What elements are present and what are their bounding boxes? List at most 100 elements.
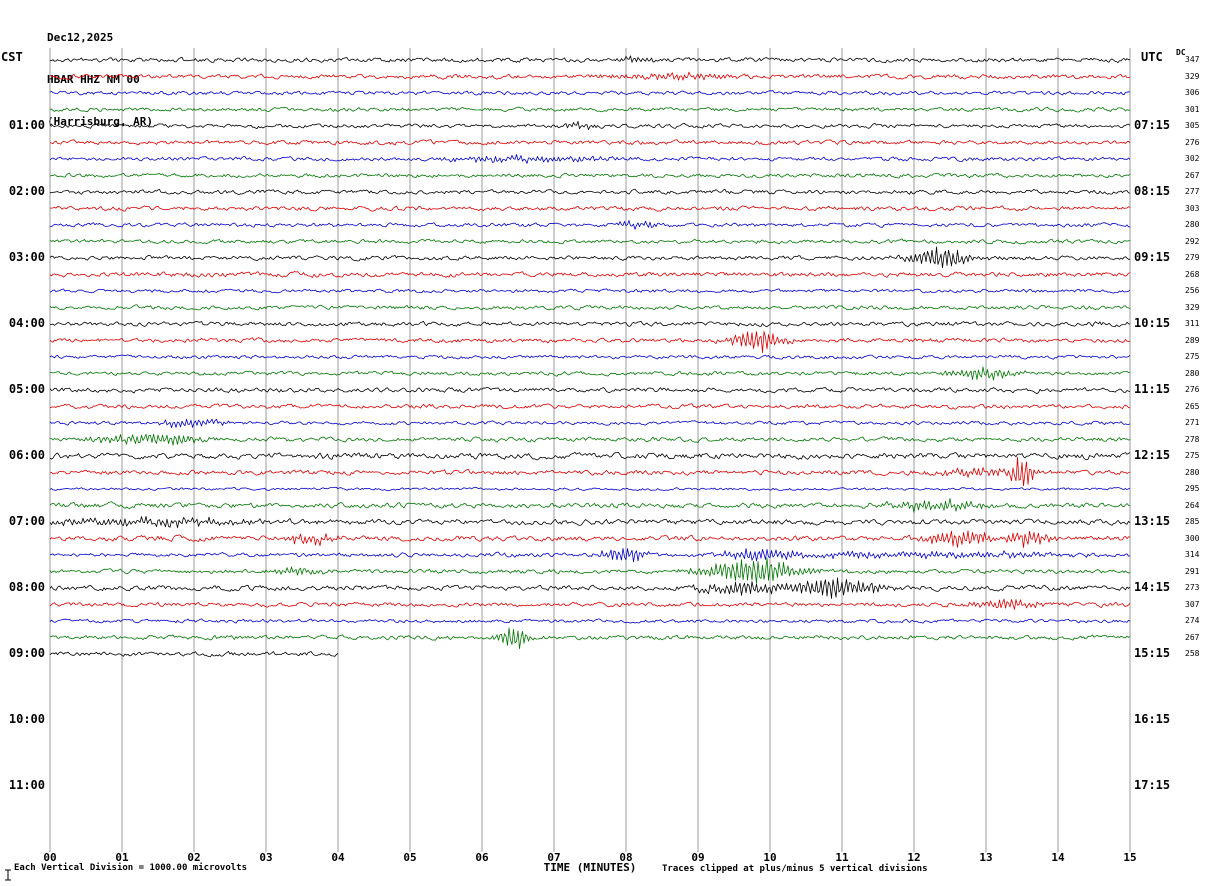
hour-label-cst-05:00: 05:00 xyxy=(8,382,45,396)
hour-label-cst-10:00: 10:00 xyxy=(8,712,45,726)
dc-value-row-10: 280 xyxy=(1185,220,1200,229)
seismo-trace-row-3 xyxy=(49,106,1130,113)
dc-value-row-35: 267 xyxy=(1185,632,1200,642)
x-tick-label-04: 04 xyxy=(331,851,345,864)
seismo-trace-row-11 xyxy=(49,238,1131,245)
seismo-trace-row-12 xyxy=(49,246,1130,269)
seismo-trace-row-21 xyxy=(49,403,1131,410)
hour-label-utc-09:15: 09:15 xyxy=(1134,250,1171,264)
seismo-trace-row-4 xyxy=(49,121,1131,130)
dc-value-row-2: 306 xyxy=(1185,88,1200,97)
hour-label-cst-02:00: 02:00 xyxy=(8,184,45,198)
seismo-trace-row-6 xyxy=(49,154,1131,164)
x-tick-label-00: 00 xyxy=(43,851,57,864)
dc-value-row-26: 295 xyxy=(1185,484,1200,493)
dc-value-row-23: 278 xyxy=(1185,434,1200,444)
seismo-trace-row-24 xyxy=(49,452,1131,461)
x-tick-label-02: 02 xyxy=(187,851,201,864)
x-tick-label-15: 15 xyxy=(1123,851,1137,864)
seismo-trace-row-25 xyxy=(49,457,1131,487)
seismo-trace-row-1 xyxy=(49,71,1130,81)
x-tick-label-11: 11 xyxy=(835,851,849,864)
dc-value-row-31: 291 xyxy=(1185,566,1200,576)
dc-value-row-36: 258 xyxy=(1185,649,1200,658)
seismo-trace-row-10 xyxy=(49,220,1131,230)
dc-value-row-30: 314 xyxy=(1185,550,1200,559)
dc-value-row-22: 271 xyxy=(1185,418,1200,427)
dc-value-row-20: 276 xyxy=(1185,385,1200,394)
hour-label-utc-16:15: 16:15 xyxy=(1134,712,1171,726)
x-tick-label-09: 09 xyxy=(691,851,705,864)
dc-value-row-33: 307 xyxy=(1185,599,1200,609)
seismo-trace-row-22 xyxy=(49,418,1131,429)
seismo-trace-row-33 xyxy=(49,598,1131,610)
dc-value-row-4: 305 xyxy=(1185,121,1200,130)
hour-label-utc-08:15: 08:15 xyxy=(1134,184,1171,198)
seismo-trace-row-26 xyxy=(49,486,1131,492)
left-timezone-label: CST xyxy=(1,50,23,64)
hour-label-utc-15:15: 15:15 xyxy=(1134,646,1171,660)
x-tick-label-07: 07 xyxy=(547,851,561,864)
dc-value-row-17: 289 xyxy=(1185,335,1200,345)
seismo-trace-row-16 xyxy=(49,320,1131,328)
seismo-trace-row-32 xyxy=(49,577,1131,599)
dc-value-row-21: 265 xyxy=(1185,401,1200,411)
hour-label-cst-06:00: 06:00 xyxy=(8,448,45,462)
hour-label-utc-12:15: 12:15 xyxy=(1134,448,1171,462)
seismo-trace-row-8 xyxy=(50,188,1131,196)
seismo-trace-row-29 xyxy=(49,530,1131,548)
hour-label-cst-07:00: 07:00 xyxy=(8,514,45,528)
dc-value-row-14: 256 xyxy=(1185,286,1200,295)
x-tick-label-05: 05 xyxy=(403,851,417,864)
dc-value-row-18: 275 xyxy=(1185,352,1200,361)
header-date: Dec12,2025 xyxy=(47,31,114,44)
seismo-trace-row-9 xyxy=(50,205,1131,212)
hour-label-cst-01:00: 01:00 xyxy=(8,118,45,132)
hour-label-utc-13:15: 13:15 xyxy=(1134,514,1171,528)
hour-label-utc-07:15: 07:15 xyxy=(1134,118,1171,132)
x-tick-label-14: 14 xyxy=(1051,851,1065,864)
hour-label-utc-11:15: 11:15 xyxy=(1134,382,1171,396)
hour-label-utc-10:15: 10:15 xyxy=(1134,316,1171,330)
seismo-trace-row-34 xyxy=(49,618,1131,624)
dc-value-row-32: 273 xyxy=(1185,583,1200,592)
dc-value-row-3: 301 xyxy=(1185,104,1200,114)
seismo-trace-row-27 xyxy=(49,498,1131,513)
hour-label-cst-09:00: 09:00 xyxy=(8,646,45,660)
x-tick-label-08: 08 xyxy=(619,851,633,864)
x-tick-label-10: 10 xyxy=(763,851,777,864)
hour-label-cst-11:00: 11:00 xyxy=(8,778,45,792)
dc-value-row-28: 285 xyxy=(1185,517,1200,526)
seismo-trace-row-14 xyxy=(49,288,1131,294)
hour-label-cst-04:00: 04:00 xyxy=(8,316,45,330)
seismo-trace-row-18 xyxy=(49,354,1131,360)
x-tick-label-03: 03 xyxy=(259,851,273,864)
dc-value-row-9: 303 xyxy=(1185,203,1200,213)
hour-label-cst-03:00: 03:00 xyxy=(8,250,45,264)
seismo-trace-row-36 xyxy=(49,651,339,658)
dc-value-row-6: 302 xyxy=(1185,154,1200,163)
division-scale-marker xyxy=(5,869,11,881)
seismo-trace-row-28 xyxy=(49,516,1131,529)
seismo-trace-row-19 xyxy=(49,366,1131,381)
seismo-trace-row-13 xyxy=(49,271,1131,278)
seismo-trace-row-20 xyxy=(49,386,1131,394)
dc-offset-column-label: DC xyxy=(1176,48,1186,57)
dc-value-row-0: 347 xyxy=(1185,55,1200,64)
seismo-trace-row-2 xyxy=(49,90,1131,96)
seismo-trace-row-7 xyxy=(49,172,1131,179)
dc-value-row-13: 268 xyxy=(1185,269,1200,279)
seismo-trace-row-15 xyxy=(49,304,1131,311)
clipping-note: Traces clipped at plus/minus 5 vertical … xyxy=(662,864,928,874)
seismo-trace-row-17 xyxy=(49,331,1131,354)
dc-value-row-11: 292 xyxy=(1185,236,1200,246)
x-tick-label-13: 13 xyxy=(979,851,993,864)
seismo-trace-row-31 xyxy=(49,557,1131,584)
seismo-trace-row-23 xyxy=(49,433,1131,446)
seismo-trace-row-5 xyxy=(49,139,1131,146)
dc-value-row-12: 279 xyxy=(1185,253,1200,262)
dc-value-row-1: 329 xyxy=(1185,71,1200,81)
x-tick-label-01: 01 xyxy=(115,851,129,864)
dc-value-row-34: 274 xyxy=(1185,616,1200,625)
